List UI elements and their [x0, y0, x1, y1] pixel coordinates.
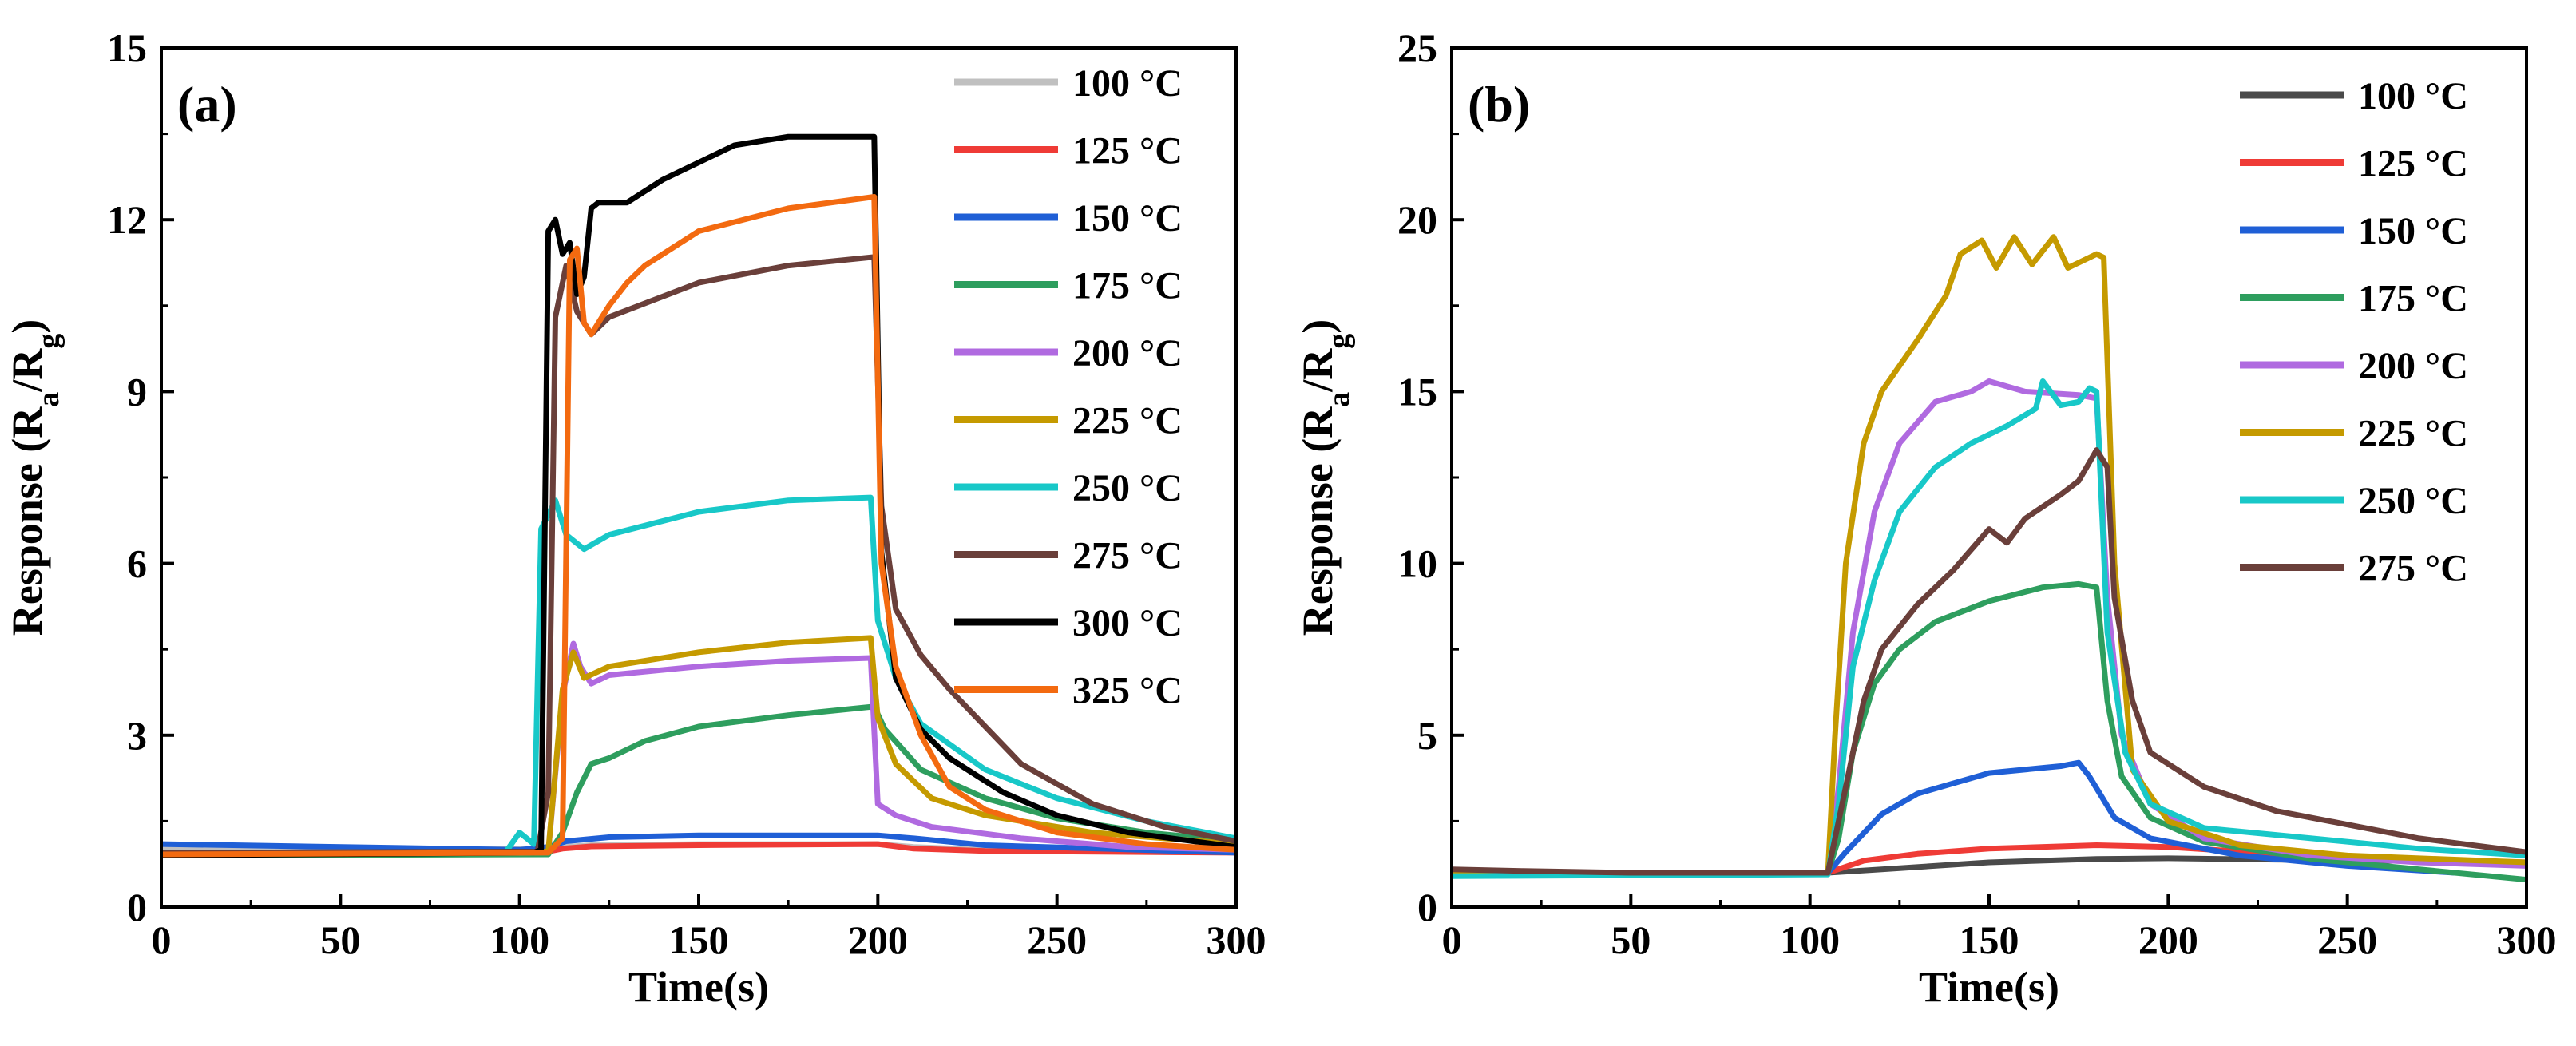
chart-panel-b: 0 50 100 150 200 250 300 0 5 10 15 20 25 (b) Time(s)… — [1294, 26, 2557, 1011]
chart-panel-a: 0 50 100 150 200 250 300 0 3 6 9 12 15 (a) Time(s) R… — [3, 26, 1266, 1011]
legend-label: 325 °C — [1072, 670, 1183, 712]
legend-label: 225 °C — [1072, 400, 1183, 442]
y-tick-label: 0 — [1417, 885, 1437, 929]
legend-label: 300 °C — [1072, 602, 1183, 644]
y-tick-label: 25 — [1397, 26, 1437, 70]
y-tick-label: 15 — [1397, 369, 1437, 414]
series-line-7 — [161, 494, 1237, 856]
y-axis-label: Response (Ra/Rg) — [1294, 319, 1356, 636]
legend-label: 250 °C — [2358, 480, 2468, 522]
series-line-8 — [1451, 447, 2527, 876]
series-line-3 — [1452, 759, 2455, 876]
legend-label: 175 °C — [2358, 278, 2468, 320]
legend: 100 °C 125 °C 150 °C 175 °C 200 °C 225 °C 250 … — [954, 62, 1183, 712]
legend-label: 275 °C — [2358, 548, 2468, 590]
legend-label: 225 °C — [2358, 413, 2468, 455]
panel-label: (b) — [1468, 76, 1530, 133]
x-axis-label: Time(s) — [628, 963, 769, 1011]
x-tick-label: 100 — [489, 917, 549, 962]
series-line-8 — [161, 254, 1237, 856]
series-line-4 — [161, 703, 1237, 858]
series-line-7 — [1451, 378, 2527, 879]
series-line-9 — [161, 133, 1237, 858]
series-line-10 — [161, 194, 1237, 858]
legend-label: 200 °C — [2358, 345, 2468, 387]
legend-label: 125 °C — [2358, 143, 2468, 185]
x-axis-label: Time(s) — [1919, 963, 2059, 1011]
x-tick-label: 150 — [1960, 917, 2019, 962]
y-tick-label: 15 — [107, 26, 147, 70]
legend-label: 275 °C — [1072, 535, 1183, 577]
x-tick-label: 200 — [2138, 917, 2198, 962]
legend-label: 150 °C — [2358, 210, 2468, 252]
x-tick-label: 100 — [1780, 917, 1840, 962]
legend-label: 100 °C — [1072, 62, 1183, 105]
y-tick-label: 3 — [127, 713, 147, 758]
series-line-4 — [1452, 580, 2527, 883]
x-tick-label: 150 — [669, 917, 729, 962]
x-tick-label: 250 — [1027, 917, 1087, 962]
y-axis-label: Response (Ra/Rg) — [3, 319, 65, 636]
legend-label: 100 °C — [2358, 75, 2468, 117]
legend: 100 °C 125 °C 150 °C 175 °C 200 °C 225 °C 250 … — [2240, 75, 2468, 590]
y-tick-label: 0 — [127, 885, 147, 929]
x-tick-label: 300 — [1207, 917, 1266, 962]
x-tick-label: 250 — [2317, 917, 2377, 962]
y-tick-label: 9 — [127, 369, 147, 414]
legend-label: 125 °C — [1072, 130, 1183, 172]
y-tick-label: 20 — [1397, 197, 1437, 242]
x-tick-label: 0 — [152, 917, 172, 962]
x-tick-label: 300 — [2497, 917, 2557, 962]
legend-label: 175 °C — [1072, 265, 1183, 307]
legend-label: 150 °C — [1072, 197, 1183, 240]
y-tick-label: 10 — [1397, 541, 1437, 586]
y-tick-label: 5 — [1417, 713, 1437, 758]
x-tick-label: 50 — [320, 917, 360, 962]
y-tick-label: 6 — [127, 541, 147, 586]
y-tick-label: 12 — [107, 197, 147, 242]
panel-label: (a) — [177, 76, 237, 133]
x-tick-label: 50 — [1611, 917, 1651, 962]
x-tick-label: 0 — [1442, 917, 1462, 962]
x-tick-label: 200 — [848, 917, 908, 962]
series-line-3 — [161, 832, 1237, 856]
series-line-5 — [1452, 378, 2527, 876]
legend-label: 200 °C — [1072, 332, 1183, 374]
legend-label: 250 °C — [1072, 467, 1183, 509]
